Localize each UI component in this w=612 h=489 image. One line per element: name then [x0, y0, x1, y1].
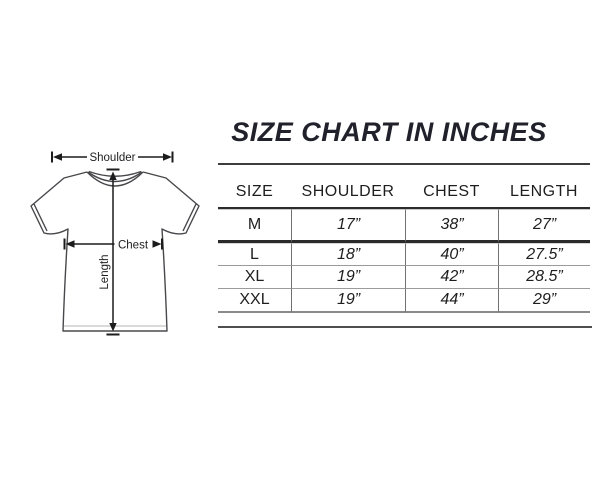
length-cell: 27”	[498, 209, 590, 243]
shoulder-label: Shoulder	[89, 152, 135, 164]
chest-cell: 38”	[405, 209, 498, 243]
chest-cell: 42”	[405, 266, 498, 289]
chest-arrow: Chest	[63, 237, 163, 252]
left-cuff-seam	[33, 203, 48, 232]
size-cell: L	[218, 243, 291, 266]
length-label: Length	[99, 254, 111, 289]
column-header-chest: CHEST	[405, 165, 498, 209]
collar-top-curve	[88, 170, 142, 177]
size-cell: XXL	[218, 289, 291, 313]
tshirt-outline	[30, 171, 200, 332]
column-header-length: LENGTH	[498, 165, 590, 209]
shoulder-cell: 19”	[291, 266, 405, 289]
table-row-xxl: XXL 19” 44” 29”	[218, 289, 590, 313]
collar-outer-curve	[86, 171, 144, 187]
table-row-xl: XL 19” 42” 28.5”	[218, 266, 590, 289]
length-cell: 27.5”	[498, 243, 590, 266]
column-header-shoulder: SHOULDER	[291, 165, 405, 209]
size-cell: M	[218, 209, 291, 243]
length-arrow: Length	[99, 168, 120, 336]
right-cuff-seam	[182, 203, 197, 232]
bottom-divider-rule	[218, 326, 592, 328]
collar-mid-curve	[87, 171, 143, 183]
table-row-m: M 17” 38” 27”	[218, 209, 590, 243]
chest-label: Chest	[118, 240, 149, 252]
length-cell: 29”	[498, 289, 590, 313]
chest-cell: 40”	[405, 243, 498, 266]
shoulder-cell: 19”	[291, 289, 405, 313]
column-header-size: SIZE	[218, 165, 291, 209]
table-header-row: SIZE SHOULDER CHEST LENGTH	[218, 165, 590, 209]
size-cell: XL	[218, 266, 291, 289]
size-table: SIZE SHOULDER CHEST LENGTH M 17” 38” 27”…	[218, 163, 590, 313]
shoulder-arrow: Shoulder	[51, 151, 174, 164]
chest-cell: 44”	[405, 289, 498, 313]
length-cell: 28.5”	[498, 266, 590, 289]
table-row-l: L 18” 40” 27.5”	[218, 243, 590, 266]
shoulder-cell: 17”	[291, 209, 405, 243]
page-title: SIZE CHART IN INCHES	[231, 117, 547, 147]
shoulder-cell: 18”	[291, 243, 405, 266]
